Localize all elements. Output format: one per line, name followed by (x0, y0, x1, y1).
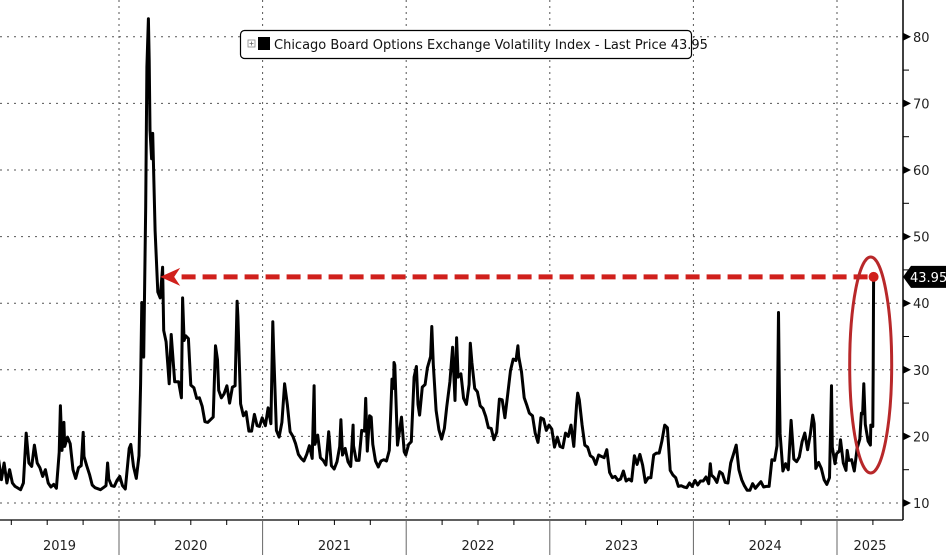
legend: Chicago Board Options Exchange Volatilit… (239, 29, 708, 60)
y-tick-label: 50 (913, 231, 930, 246)
x-axis: 2019 2020 2021 2022 2023 2024 2025 (0, 519, 903, 555)
y-tick-marker (903, 32, 911, 41)
y-axis: 10 20 30 40 50 60 70 80 (902, 0, 930, 520)
highlight-ellipse (848, 255, 894, 475)
legend-box (239, 29, 693, 60)
x-tick-label-2021: 2021 (318, 539, 351, 554)
y-tick-marker (903, 365, 911, 374)
y-tick-marker (903, 432, 911, 441)
legend-swatch (258, 37, 270, 50)
x-tick-label-2025: 2025 (853, 539, 886, 554)
last-price-dot (868, 271, 879, 282)
last-price-tag-shape (903, 265, 946, 288)
y-tick-label: 60 (913, 164, 930, 179)
x-tick-label-2024: 2024 (749, 539, 782, 554)
last-price-tag: 43.95 (903, 265, 946, 288)
y-tick-label: 40 (913, 297, 930, 312)
y-tick-marker (903, 299, 911, 308)
x-tick-label-2019: 2019 (43, 539, 76, 554)
x-tick-label-2022: 2022 (461, 539, 494, 554)
last-price-value: 43.95 (910, 271, 946, 286)
y-tick-marker (903, 232, 911, 241)
vix-series-line (0, 17, 876, 492)
y-tick-label: 80 (913, 31, 930, 46)
legend-label: Chicago Board Options Exchange Volatilit… (274, 38, 708, 53)
annotations (160, 255, 894, 475)
x-tick-label-2023: 2023 (605, 539, 638, 554)
gridlines (0, 0, 903, 520)
arrowhead-icon (160, 267, 181, 286)
x-tick-label-2020: 2020 (174, 539, 207, 554)
y-tick-label: 10 (913, 497, 930, 512)
y-tick-label: 70 (913, 97, 930, 112)
y-tick-marker (903, 166, 911, 174)
y-tick-label: 30 (913, 364, 930, 379)
y-tick-marker (903, 499, 911, 507)
y-tick-marker (903, 99, 911, 108)
legend-expand-plus (249, 41, 254, 46)
y-tick-label: 20 (913, 430, 930, 445)
